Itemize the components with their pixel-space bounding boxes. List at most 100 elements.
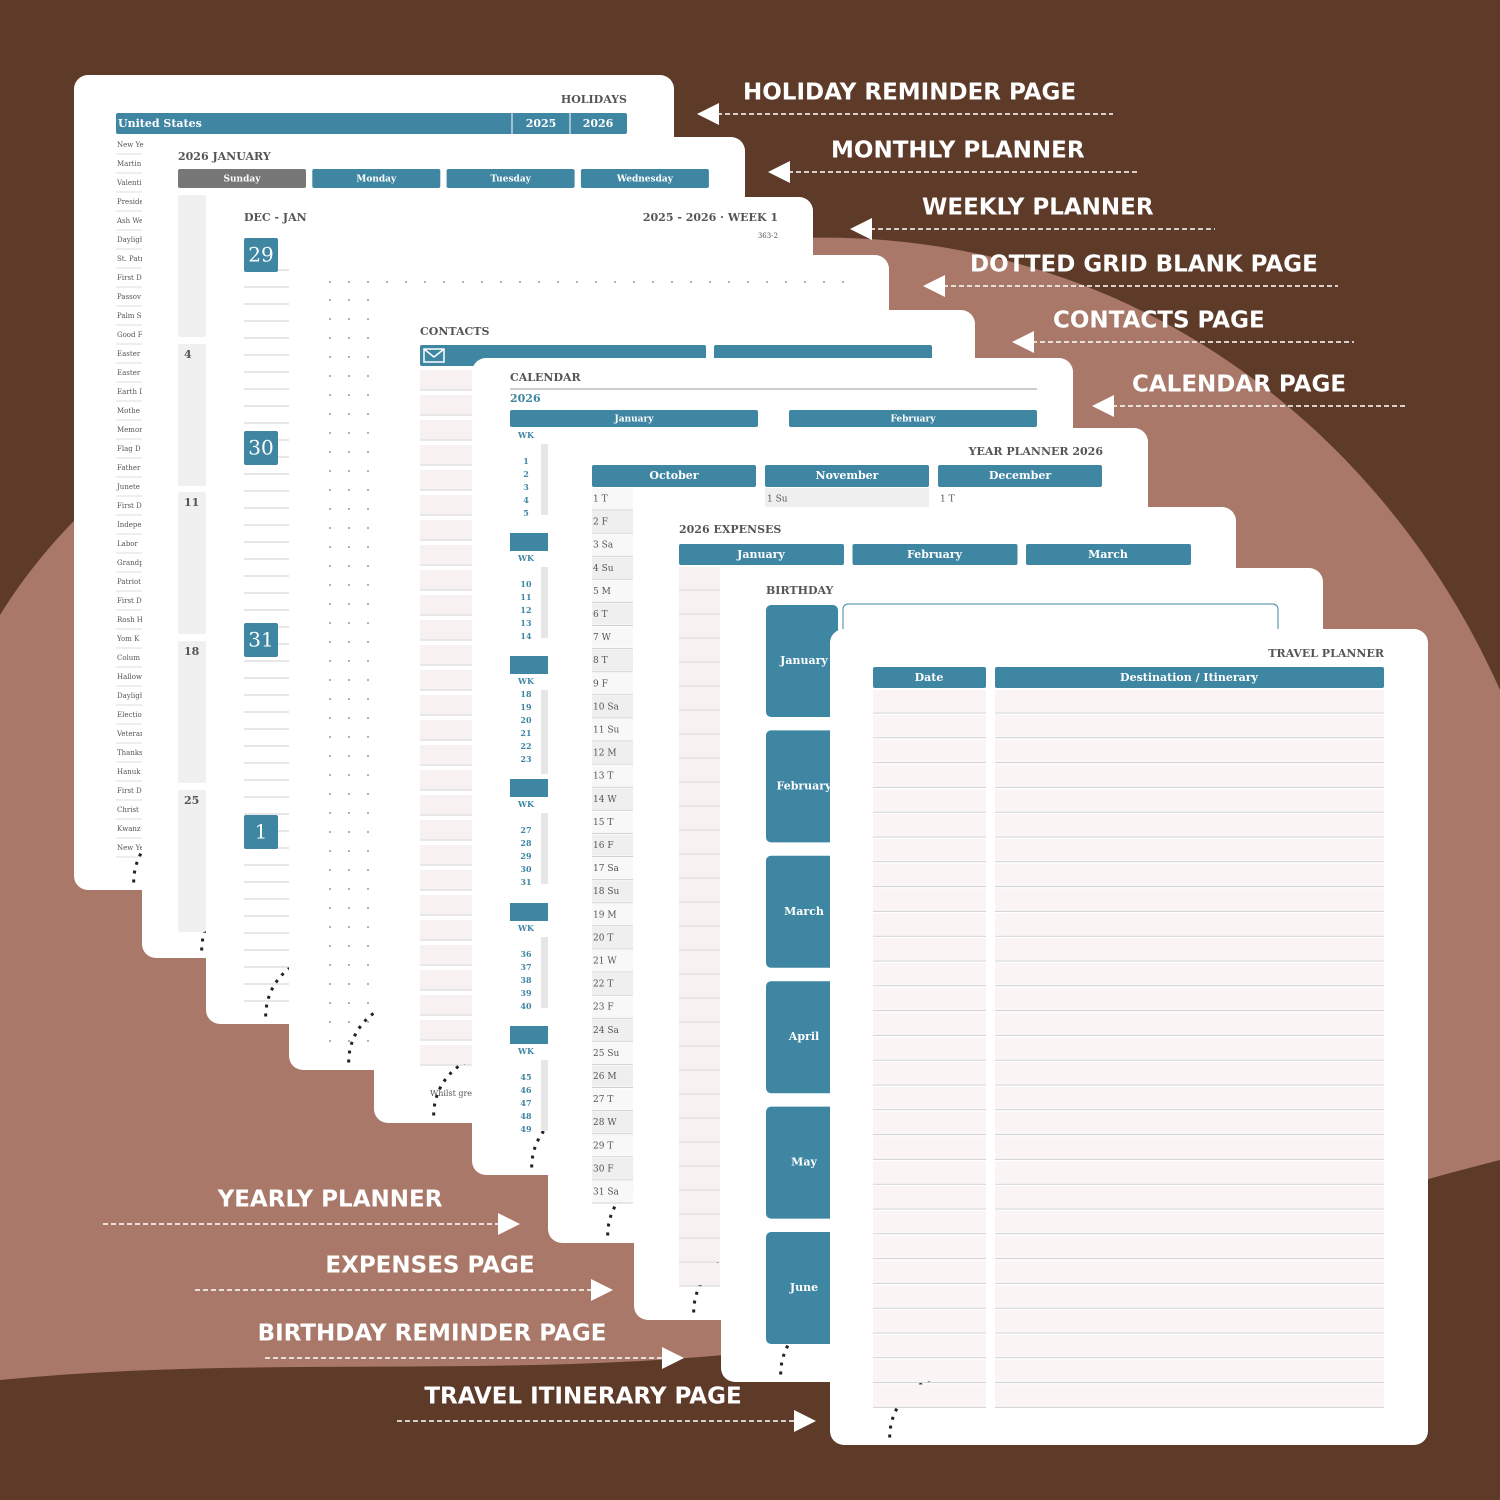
dot — [329, 413, 331, 415]
row-fill — [873, 987, 986, 1010]
dot — [367, 451, 369, 453]
row-fill — [679, 567, 720, 589]
dot — [348, 679, 350, 681]
day: 25 Su — [593, 1049, 619, 1059]
day-cell — [592, 1111, 633, 1133]
holiday-name: Ash We — [116, 217, 143, 225]
day-cell — [592, 488, 633, 509]
dot — [367, 584, 369, 586]
row-fill — [873, 1136, 986, 1159]
bar — [116, 113, 627, 134]
dot — [367, 413, 369, 415]
day-cell — [592, 580, 633, 602]
label: Sunday — [224, 175, 262, 185]
day: 22 T — [593, 980, 613, 990]
holiday-name: Passov — [117, 293, 141, 301]
label: January — [779, 654, 828, 667]
day-cell — [592, 834, 633, 856]
dot — [367, 1002, 369, 1004]
label: 1 T — [940, 495, 955, 505]
dot — [367, 679, 369, 681]
label: March — [784, 905, 824, 918]
dot — [329, 584, 331, 586]
dot — [329, 793, 331, 795]
label: February — [907, 548, 963, 561]
day: 4 Su — [593, 564, 614, 574]
day-cell — [592, 880, 633, 902]
row-fill — [679, 975, 720, 997]
row-fill — [995, 764, 1384, 787]
week-number: 49 — [520, 1124, 532, 1134]
row-fill — [995, 1210, 1384, 1233]
dot — [367, 1021, 369, 1023]
page-title: BIRTHDAY — [766, 584, 833, 597]
dot — [348, 281, 350, 283]
row-fill — [420, 745, 472, 764]
holiday-name: Colum — [117, 654, 140, 662]
label: Date — [915, 671, 944, 684]
row-fill — [679, 591, 720, 613]
week-number: 13 — [520, 618, 532, 628]
day-cell — [592, 788, 633, 810]
dot — [329, 603, 331, 605]
label: 4 — [184, 348, 192, 361]
dot — [348, 1002, 350, 1004]
row-fill — [420, 670, 472, 689]
week-number: 3 — [523, 482, 529, 492]
dot — [671, 281, 673, 283]
dot — [329, 375, 331, 377]
dot — [348, 774, 350, 776]
label: Destination / Itinerary — [1120, 671, 1259, 684]
week-number: 45 — [520, 1072, 531, 1082]
row-fill — [873, 1161, 986, 1184]
row-fill — [995, 1161, 1384, 1184]
row-fill — [420, 1045, 472, 1064]
dot — [348, 584, 350, 586]
row-fill — [995, 814, 1384, 836]
row-fill — [873, 1210, 986, 1233]
dot — [348, 318, 350, 320]
row-fill — [420, 620, 472, 639]
week-col — [541, 690, 548, 774]
month-tab — [766, 981, 838, 1094]
week-number: 37 — [520, 962, 531, 972]
week-col — [541, 567, 548, 638]
label: 2026 — [510, 392, 541, 405]
week-number: 38 — [520, 975, 532, 985]
holiday-name: Mothe — [117, 407, 140, 415]
dot — [367, 375, 369, 377]
holiday-name: Yom K — [116, 635, 140, 643]
day: 6 T — [593, 610, 608, 620]
dot — [329, 926, 331, 928]
row-fill — [679, 1167, 720, 1189]
holiday-name: Indepe — [117, 521, 142, 529]
dot — [348, 413, 350, 415]
label: WK — [517, 799, 535, 809]
holiday-name: First D — [117, 502, 142, 510]
callout-label: TRAVEL ITINERARY PAGE — [424, 1384, 741, 1410]
week-bar — [510, 1026, 548, 1044]
bar — [679, 544, 844, 565]
week-col — [541, 444, 548, 515]
week-number: 28 — [520, 838, 532, 848]
day-cell — [592, 996, 633, 1018]
week-number: 30 — [520, 864, 532, 874]
row-fill — [679, 759, 720, 781]
page-title: CALENDAR — [510, 371, 582, 384]
dot — [595, 281, 597, 283]
label: January — [614, 415, 655, 425]
label: 363-2 — [758, 232, 778, 240]
dot — [329, 432, 331, 434]
dot — [614, 281, 616, 283]
label: WK — [517, 553, 535, 563]
dot — [329, 470, 331, 472]
holiday-name: Junete — [116, 483, 140, 491]
day-cell — [765, 488, 929, 509]
dot — [367, 508, 369, 510]
row-fill — [995, 1260, 1384, 1283]
row-fill — [679, 855, 720, 877]
row-fill — [873, 863, 986, 886]
dot — [329, 888, 331, 890]
day: 12 M — [593, 749, 617, 759]
row-fill — [873, 838, 986, 861]
